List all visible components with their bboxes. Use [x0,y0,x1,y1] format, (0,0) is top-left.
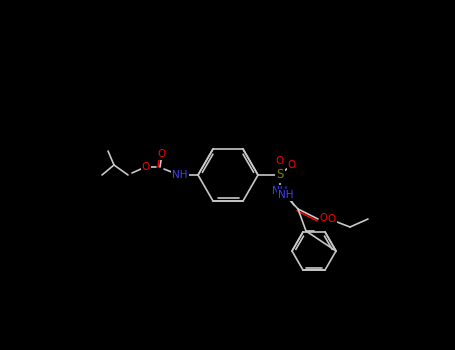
Text: O: O [320,213,328,223]
Text: O: O [142,162,150,172]
Text: NH: NH [272,186,288,196]
Text: S: S [276,168,283,182]
Text: NH: NH [172,170,188,180]
Text: O: O [328,214,336,224]
Text: O: O [288,160,296,170]
Text: NH: NH [278,190,294,200]
Text: O: O [276,156,284,166]
Text: O: O [158,149,166,159]
